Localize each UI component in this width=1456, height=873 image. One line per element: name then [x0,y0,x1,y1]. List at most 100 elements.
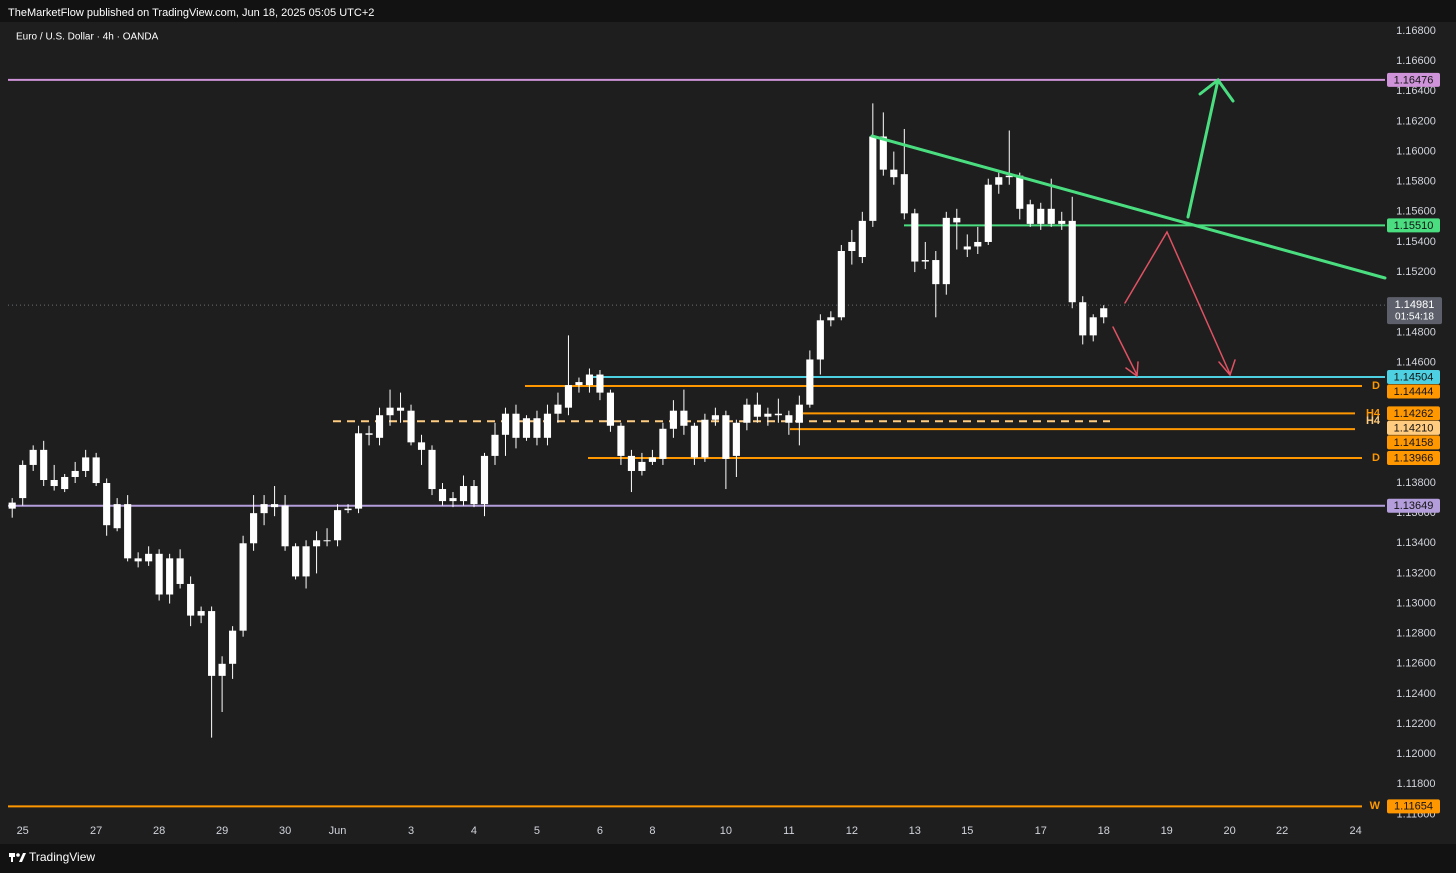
y-tick-label: 1.15600 [1396,206,1436,218]
candle-body [386,407,394,416]
header-bar [0,0,1456,22]
candle-body [722,415,730,459]
y-tick-label: 1.16800 [1396,25,1436,37]
trend-line [870,134,1387,280]
y-tick-label: 1.16000 [1396,145,1436,157]
x-tick-label: 29 [216,825,228,837]
x-tick-label: 24 [1349,825,1361,837]
candle-body [701,419,709,458]
candle-body [292,546,300,577]
x-tick-label: 4 [471,825,477,837]
y-tick-label: 1.13400 [1396,537,1436,549]
candle-body [491,434,499,456]
candle-body [543,413,552,438]
candle-body [354,433,363,509]
x-tick-label: 13 [909,825,921,837]
y-tick-label: 1.11800 [1397,778,1436,790]
candle-body [176,558,184,584]
level-label: 1.14262 [1394,408,1434,420]
candle-body [92,457,100,484]
candle-body [890,169,898,178]
brand-logo [9,853,26,862]
candle-body [659,428,667,459]
candle-body [124,504,132,559]
level-label-box [1387,218,1440,233]
candle-body [438,489,447,502]
candle-body [271,504,279,508]
candle-body [522,418,531,438]
candle-body [680,410,688,426]
candle-body [480,455,489,505]
x-tick-label: 12 [846,825,858,837]
candle-body [1005,175,1013,178]
x-tick-label: Jun [329,825,347,837]
level-label: 1.14158 [1394,437,1434,449]
candle-body [1089,317,1097,336]
x-tick-label: 28 [153,825,165,837]
candle-body [50,480,58,487]
plot [8,78,1385,808]
candle-body [827,317,835,321]
candle-body [134,558,142,562]
x-tick-label: 25 [17,825,29,837]
candle-body [218,663,226,676]
candle-body [669,410,677,429]
candle-body [365,433,373,435]
candle-body [1058,220,1066,224]
y-tick-label: 1.12400 [1396,688,1436,700]
candle-body [995,177,1003,185]
candle-body [617,425,625,456]
candle-body [984,184,992,242]
candle-body [711,415,719,420]
candle-body [1068,220,1076,303]
candle-body [82,457,90,471]
level-label-box [1387,406,1440,421]
candle-body [428,449,436,490]
y-tick-label: 1.13800 [1396,477,1436,489]
y-tick-label: 1.14800 [1396,326,1436,338]
level-label-box [1387,435,1440,450]
candle-body [344,508,352,511]
publisher: TheMarketFlow published on TradingView.c… [8,7,374,19]
candle-body [648,457,656,462]
candle-body [166,558,174,595]
level-label-box [1387,451,1440,466]
brand: TradingView [29,850,95,864]
candle-body [229,630,237,664]
candle-body [596,374,604,393]
candle-body [816,320,824,360]
candle-body [732,422,740,456]
y-tick-label: 1.15800 [1396,176,1436,188]
candle-body [208,611,216,676]
candle-body [113,504,121,529]
candle-body [869,136,877,221]
price-axis: 1.16800 1.16600 1.16400 1.16200 1.16000 1.158… [17,25,1442,837]
x-tick-label: 22 [1276,825,1288,837]
candle-body [501,413,510,435]
y-tick-label: 1.16600 [1396,55,1436,67]
candle-body [554,404,562,414]
candle-body [512,413,520,438]
y-tick-label: 1.13200 [1396,567,1436,579]
candle-body [1037,208,1045,224]
candle-body [953,217,961,223]
candle-body [1100,308,1108,318]
level-label: 1.11654 [1394,801,1433,813]
y-tick-label: 1.16400 [1396,85,1436,97]
candle-body [585,374,594,386]
candle-body [1016,175,1024,209]
x-tick-label: 30 [279,825,291,837]
candle-body [250,513,258,544]
candle-body [743,404,751,423]
y-tick-label: 1.16200 [1396,115,1436,127]
x-tick-label: 5 [534,825,540,837]
bear-arrow [1112,326,1139,378]
candle-body [260,504,268,514]
candle-body [774,413,782,416]
x-tick-label: 17 [1035,825,1047,837]
candle-body [375,415,384,438]
x-tick-label: 18 [1098,825,1110,837]
candle-body [61,476,69,490]
x-tick-label: 27 [90,825,102,837]
level-label: 1.14504 [1394,371,1434,383]
